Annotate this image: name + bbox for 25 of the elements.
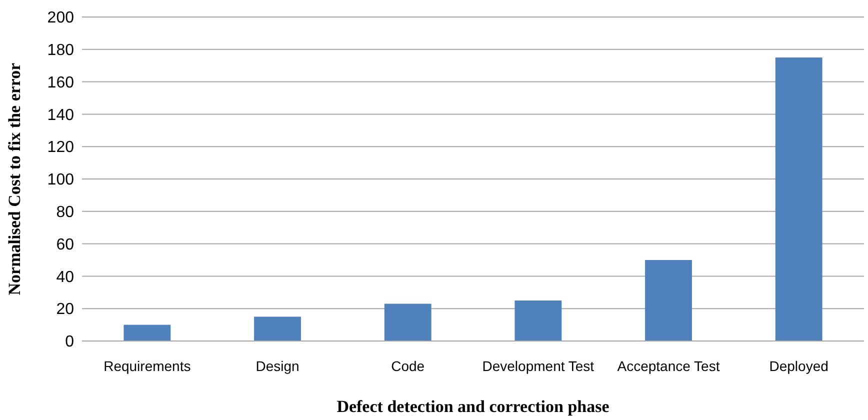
x-axis-title: Defect detection and correction phase <box>336 397 610 416</box>
y-tick-label: 80 <box>56 204 74 221</box>
y-tick-label: 20 <box>56 301 74 318</box>
y-tick-label: 0 <box>65 334 74 351</box>
y-tick-label: 140 <box>47 106 74 124</box>
y-tick-label: 180 <box>47 42 74 59</box>
bar <box>384 304 432 341</box>
x-tick-label: Acceptance Test <box>617 358 720 374</box>
x-tick-label: Design <box>256 358 300 374</box>
y-tick-label: 120 <box>47 139 74 156</box>
y-axis-title: Normalised Cost to fix the error <box>5 62 24 296</box>
bar <box>254 316 301 341</box>
y-tick-label: 60 <box>56 236 74 254</box>
y-tick-label: 100 <box>47 172 74 189</box>
x-tick-label: Code <box>391 358 425 374</box>
y-tick-label: 200 <box>47 10 74 27</box>
x-tick-label: Development Test <box>482 358 594 374</box>
y-tick-label: 40 <box>56 268 74 286</box>
x-tick-label: Requirements <box>104 358 191 374</box>
bar <box>775 58 822 341</box>
y-tick-label: 160 <box>47 74 74 92</box>
bar <box>645 260 692 341</box>
bar <box>514 300 562 341</box>
x-tick-label: Deployed <box>769 358 828 374</box>
bar <box>124 324 171 341</box>
